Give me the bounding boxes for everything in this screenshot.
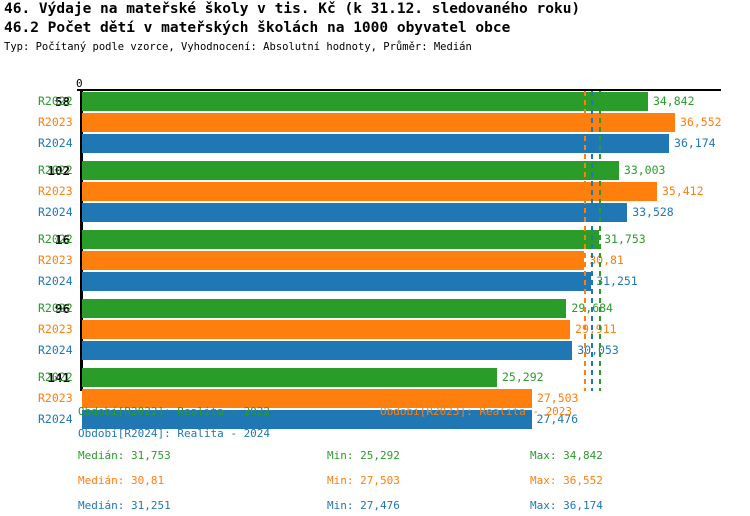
- bar-row[interactable]: R2023 27,503: [0, 388, 750, 409]
- bar[interactable]: [82, 272, 592, 291]
- page-title-secondary: 46.2 Počet dětí v mateřských školách na …: [4, 20, 511, 36]
- bar-group: 58 R2022 34,842 R2023 36,552 R2024 36,174: [0, 91, 750, 154]
- legend-row-1: Období[R2022]: Realita - 2022 Období[R20…: [0, 402, 750, 421]
- bar-value-label: 27,476: [536, 412, 579, 426]
- bar-value-label: 25,292: [502, 370, 544, 384]
- legend-entry-2023[interactable]: Období[R2023]: Realita - 2023: [380, 405, 573, 418]
- bar[interactable]: [82, 251, 585, 270]
- bar-row[interactable]: R2024 27,476: [0, 409, 750, 430]
- bar-group: 96R202229,684 R2023 29,911 R2024 30,053: [0, 298, 750, 361]
- bar[interactable]: [82, 410, 532, 429]
- series-row-label: R2022: [38, 301, 73, 315]
- plot-top-rule: [81, 89, 721, 91]
- median-reference-line: [591, 91, 593, 391]
- bar-row[interactable]: R2024 36,174: [0, 133, 750, 154]
- bar-value-label: 33,528: [632, 205, 674, 219]
- stats-row-2024: Medián: 31,251 Min: 27,476 Max: 36,174: [0, 495, 750, 516]
- value-axis-line: [80, 89, 83, 391]
- series-row-label: R2024: [38, 274, 73, 288]
- bar[interactable]: [82, 92, 648, 111]
- bar-row[interactable]: R2022 34,842: [0, 91, 750, 112]
- series-row-label: R2023: [38, 184, 73, 198]
- page-title-primary: 46. Výdaje na mateřské školy v tis. Kč (…: [4, 1, 581, 17]
- bar[interactable]: [82, 299, 567, 318]
- bar[interactable]: [82, 341, 573, 360]
- series-row-label: R2024: [38, 205, 73, 219]
- bar-value-label: 36,174: [674, 136, 716, 150]
- max-value-2023: Max: 36,552: [530, 474, 603, 487]
- group-label: 96: [54, 301, 70, 316]
- legend-entry-2022[interactable]: Období[R2022]: Realita - 2022: [78, 405, 271, 418]
- bar-group: 141 R2022 25,292 R2023 27,503 R2024 27,476: [0, 367, 750, 430]
- series-row-label: R2022: [38, 232, 73, 246]
- axis-origin-label: 0: [76, 77, 83, 90]
- min-value-2023: Min: 27,503: [327, 474, 400, 487]
- bar[interactable]: [82, 182, 657, 201]
- bar-row[interactable]: R2024 30,053: [0, 340, 750, 361]
- bar-value-label: 31,251: [596, 274, 638, 288]
- bar-row[interactable]: R2023 36,552: [0, 112, 750, 133]
- bar-value-label: 30,81: [589, 253, 624, 267]
- bar-value-label: 30,053: [577, 343, 619, 357]
- series-row-label: R2023: [38, 391, 73, 405]
- series-row-label: R2024: [38, 343, 73, 357]
- bar-row[interactable]: R2022 31,753: [0, 229, 750, 250]
- min-value-2024: Min: 27,476: [327, 499, 400, 512]
- bar-row[interactable]: R2024 33,528: [0, 202, 750, 223]
- stats-row-2023: Medián: 30,81 Min: 27,503 Max: 36,552: [0, 470, 750, 491]
- bar-row[interactable]: R2022 33,003: [0, 160, 750, 181]
- median-value-2024: Medián: 31,251: [78, 499, 171, 512]
- bar[interactable]: [82, 113, 675, 132]
- bar[interactable]: [82, 230, 600, 249]
- bar-row[interactable]: R202229,684: [0, 298, 750, 319]
- series-row-label: R2023: [38, 115, 73, 129]
- page-subtitle: Typ: Počítaný podle vzorce, Vyhodnocení:…: [4, 41, 472, 53]
- bar[interactable]: [82, 368, 497, 387]
- bar-group: 16 R2022 31,753 R2023 30,81 R2024 31,251: [0, 229, 750, 292]
- max-value-2024: Max: 36,174: [530, 499, 603, 512]
- bar-row[interactable]: R2023 30,81: [0, 250, 750, 271]
- median-reference-line: [584, 91, 586, 391]
- bar-row[interactable]: R2023 29,911: [0, 319, 750, 340]
- bar[interactable]: [82, 134, 670, 153]
- group-label: 58: [54, 94, 70, 109]
- median-value-2023: Medián: 30,81: [78, 474, 165, 487]
- median-value-2022: Medián: 31,753: [78, 449, 171, 462]
- legend-entry-2024[interactable]: Období[R2024]: Realita - 2024: [78, 427, 271, 440]
- bar-value-label: 33,003: [623, 163, 666, 177]
- legend-row-2: Období[R2024]: Realita - 2024: [0, 424, 750, 443]
- group-label: 141: [47, 370, 70, 385]
- max-value-2022: Max: 34,842: [530, 449, 603, 462]
- bar-row[interactable]: R2024 31,251: [0, 271, 750, 292]
- stats-row-2022: Medián: 31,753 Min: 25,292 Max: 34,842: [0, 445, 750, 466]
- bar-value-label: 34,842: [652, 94, 695, 108]
- bar-row[interactable]: R2022 25,292: [0, 367, 750, 388]
- series-row-label: R2022: [38, 94, 73, 108]
- bar-value-label: 29,911: [575, 322, 617, 336]
- bar[interactable]: [82, 203, 628, 222]
- bar-row[interactable]: R2023 35,412: [0, 181, 750, 202]
- chart-footer: Období[R2022]: Realita - 2022 Období[R20…: [0, 398, 750, 512]
- bar-value-label: 36,552: [680, 115, 722, 129]
- series-row-label: R2023: [38, 322, 73, 336]
- bar-group: 102 R2022 33,003 R2023 35,412 R2024 33,528: [0, 160, 750, 223]
- series-row-label: R2023: [38, 253, 73, 267]
- group-label: 16: [54, 232, 70, 247]
- min-value-2022: Min: 25,292: [327, 449, 400, 462]
- bar-value-label: 27,503: [536, 391, 579, 405]
- series-row-label: R2022: [38, 370, 73, 384]
- header-block: 46. Výdaje na mateřské školy v tis. Kč (…: [4, 0, 748, 55]
- median-reference-line: [599, 91, 601, 391]
- bar[interactable]: [82, 389, 532, 408]
- series-row-label: R2022: [38, 163, 73, 177]
- series-row-label: R2024: [38, 412, 73, 426]
- group-label: 102: [47, 163, 70, 178]
- series-row-label: R2024: [38, 136, 73, 150]
- chart-plot-area: 0 58 R2022 34,842 R2023 36,552 R2024 36,174 102…: [0, 77, 750, 429]
- bar-value-label: 31,753: [604, 232, 646, 246]
- bar-value-label: 35,412: [661, 184, 704, 198]
- bar[interactable]: [82, 161, 619, 180]
- bar[interactable]: [82, 320, 571, 339]
